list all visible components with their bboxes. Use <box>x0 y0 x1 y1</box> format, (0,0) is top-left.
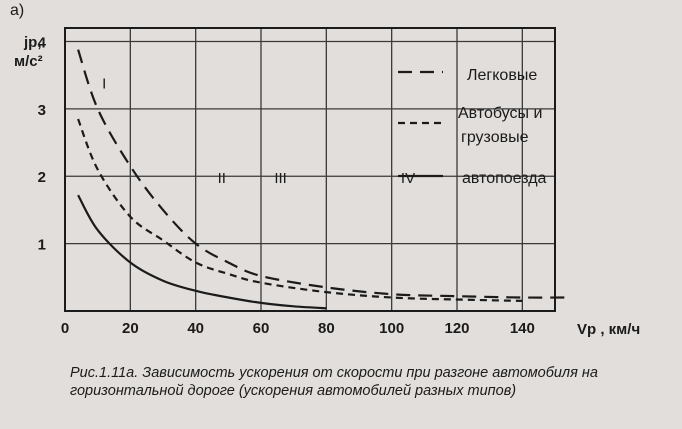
caption-text: Зависимость ускорения от скорости при ра… <box>70 365 598 399</box>
y-tick-label: 4 <box>38 34 47 51</box>
series-line-2 <box>77 118 523 302</box>
y-tick-label: 1 <box>38 237 46 254</box>
x-tick-label: 60 <box>253 320 270 337</box>
x-tick-label: 20 <box>122 320 139 337</box>
zone-label: I <box>102 76 106 93</box>
zone-label: II <box>218 170 226 187</box>
chart-zone-labels: III III IV <box>102 76 415 187</box>
zone-label: IV <box>401 170 415 187</box>
x-tick-label: 80 <box>318 320 335 337</box>
y-axis-unit: м/с² <box>14 53 43 70</box>
x-axis-label: Vр , км/ч <box>577 321 640 338</box>
chart-grid <box>65 28 555 311</box>
chart-series-lines <box>77 49 572 310</box>
series-line-1 <box>77 49 572 299</box>
legend-label-2-line1: Автобусы и <box>458 105 542 122</box>
y-tick-label: 2 <box>38 169 46 186</box>
chart-tick-labels: 0 20 40 60 80 100 120 140 1 2 3 4 <box>38 34 535 337</box>
chart-legend: Легковые Автобусы и грузовые автопоезда <box>398 67 547 187</box>
x-tick-label: 100 <box>379 320 404 337</box>
zone-label: III <box>274 170 287 187</box>
x-tick-label: 120 <box>444 320 469 337</box>
legend-label-2-line2: грузовые <box>461 129 529 146</box>
y-axis-label: jр, <box>23 34 42 51</box>
x-tick-label: 40 <box>187 320 204 337</box>
legend-label-3: автопоезда <box>462 170 547 187</box>
y-tick-label: 3 <box>38 102 46 119</box>
x-tick-label: 0 <box>61 320 69 337</box>
legend-label-1: Легковые <box>467 67 537 84</box>
chart-axes <box>64 27 556 312</box>
figure-number: Рис.1.11а. <box>70 365 139 381</box>
panel-label: а) <box>10 2 25 19</box>
series-line-3 <box>77 194 327 310</box>
plot-frame <box>64 27 556 312</box>
x-tick-label: 140 <box>510 320 535 337</box>
figure-caption: Рис.1.11а. Зависимость ускорения от скор… <box>70 364 670 400</box>
